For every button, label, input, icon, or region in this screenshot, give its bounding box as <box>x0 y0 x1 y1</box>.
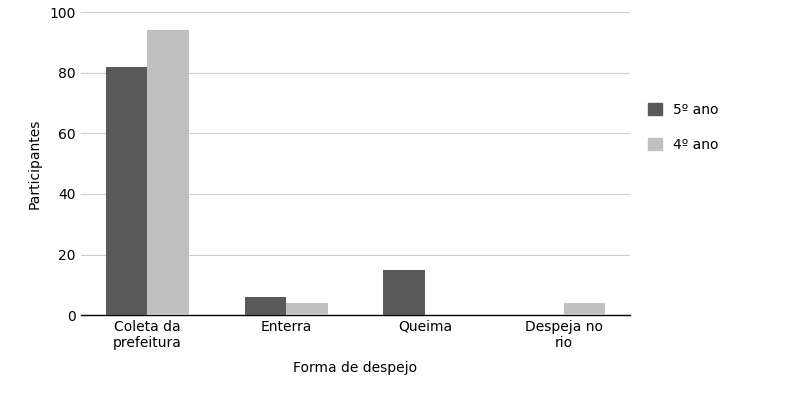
Bar <box>245 297 286 315</box>
Bar <box>564 303 605 315</box>
Bar <box>383 270 425 315</box>
Bar <box>106 67 147 315</box>
X-axis label: Forma de despejo: Forma de despejo <box>293 361 418 375</box>
Bar <box>286 303 328 315</box>
Y-axis label: Participantes: Participantes <box>27 118 41 209</box>
Legend: 5º ano, 4º ano: 5º ano, 4º ano <box>648 103 718 152</box>
Bar <box>147 30 189 315</box>
